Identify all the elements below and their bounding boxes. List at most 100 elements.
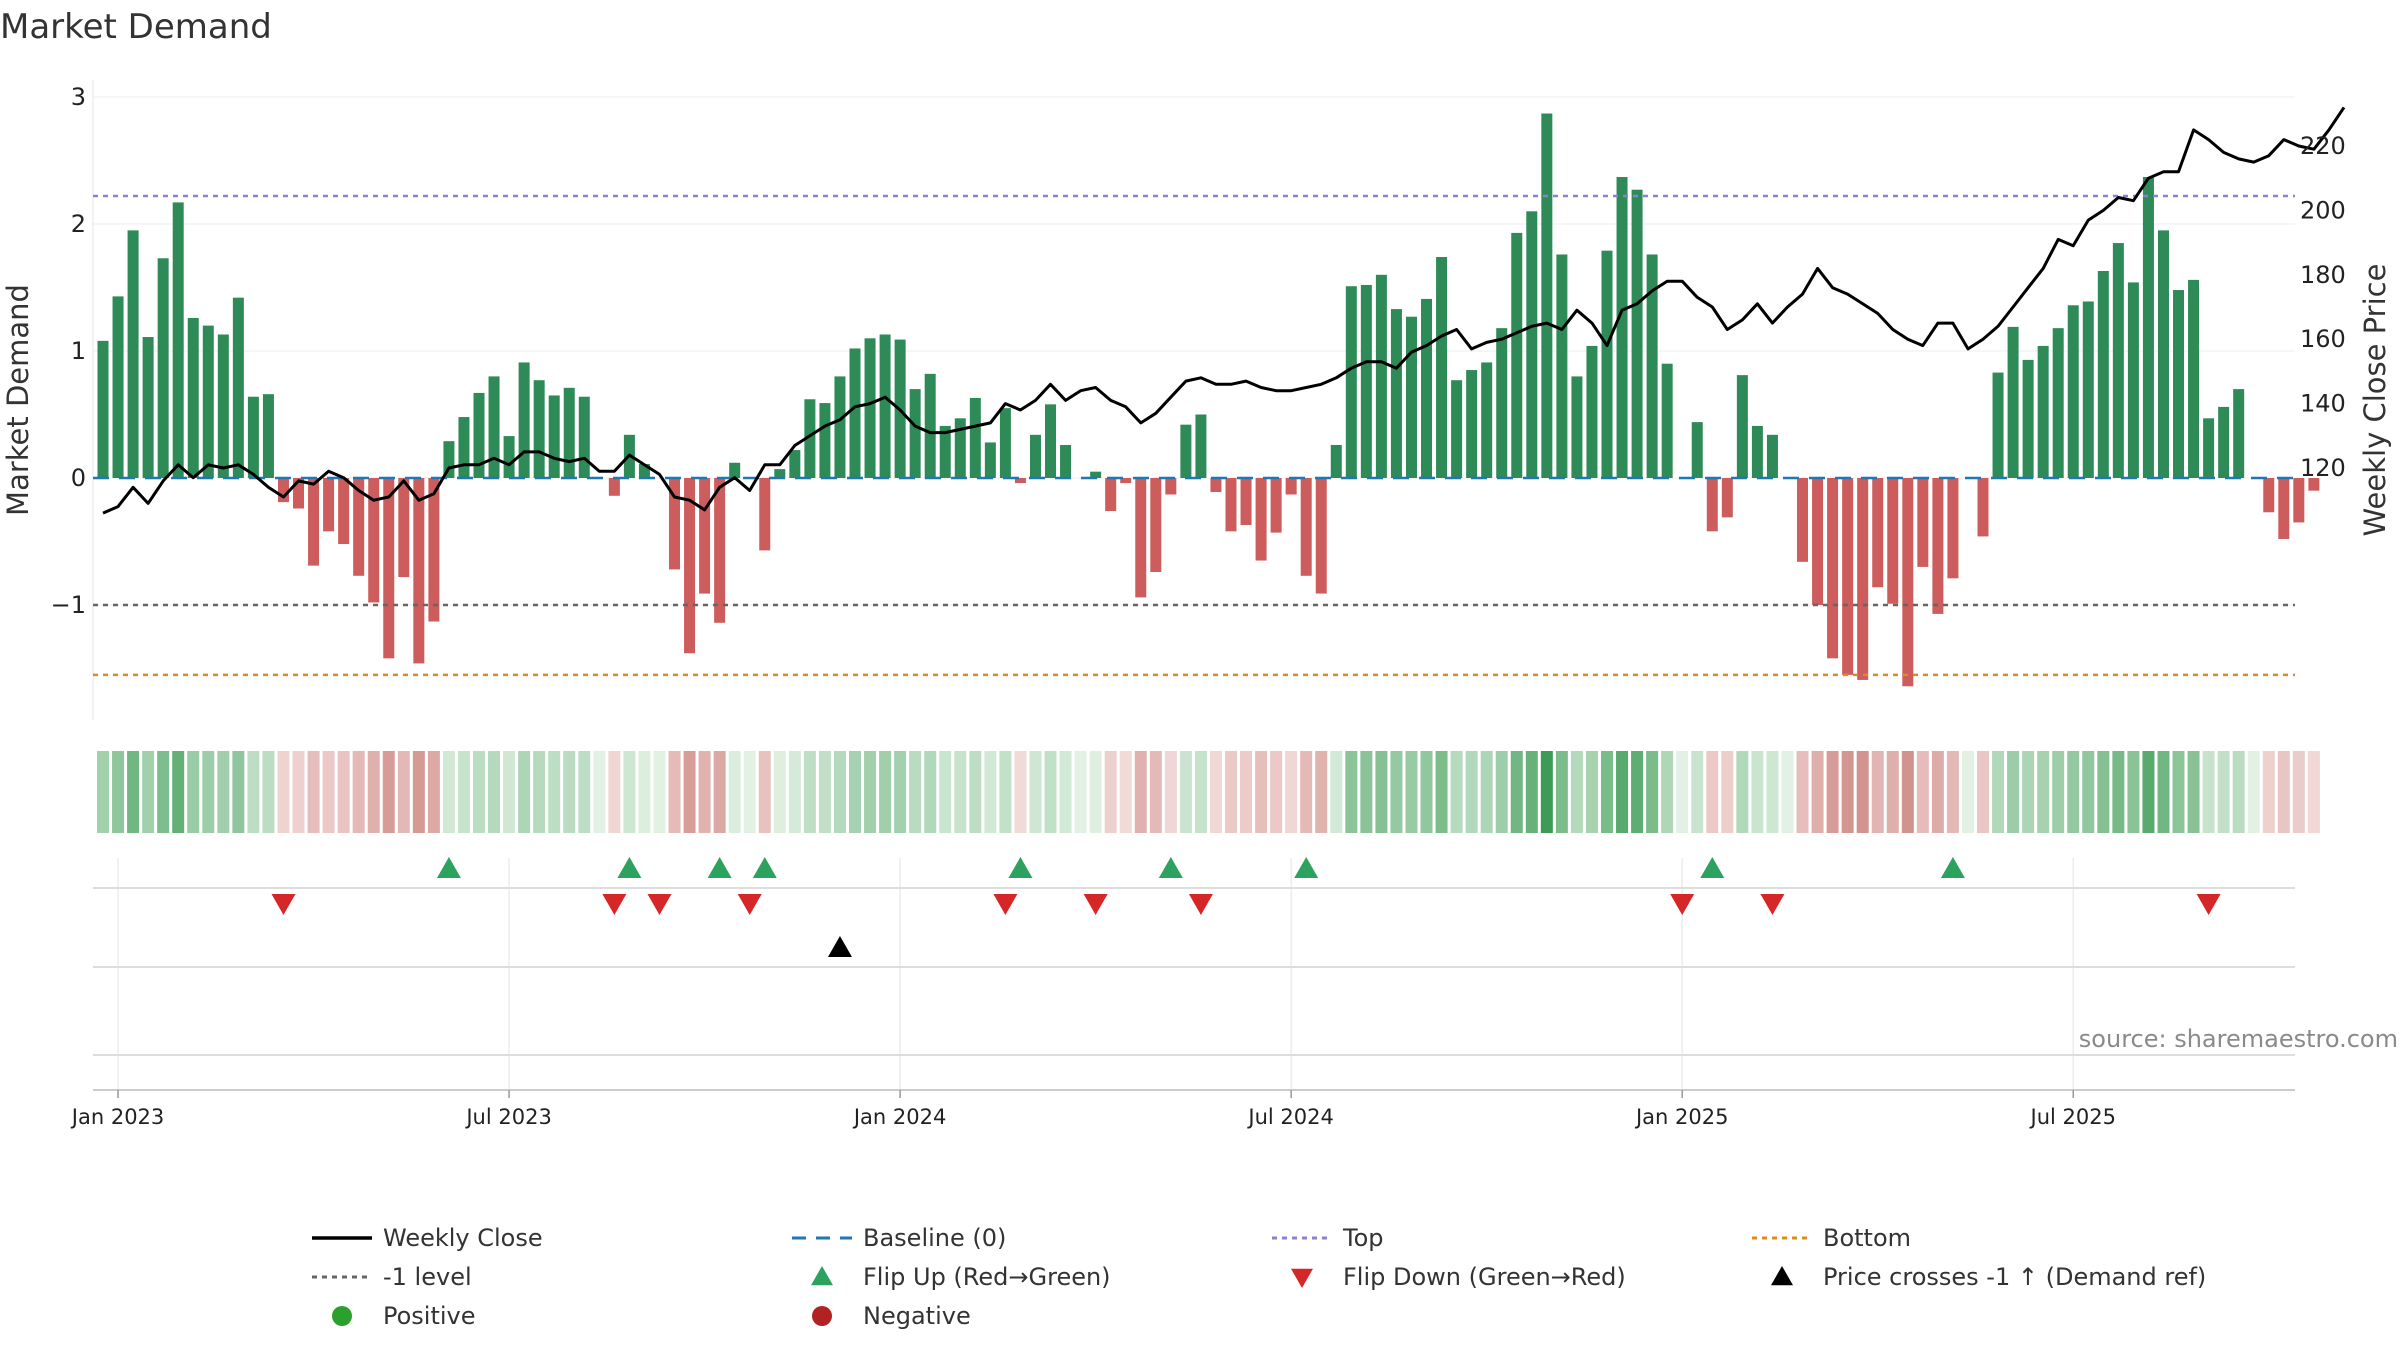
heat-cell bbox=[1164, 751, 1177, 833]
demand-bar bbox=[1646, 254, 1658, 478]
demand-bar bbox=[804, 399, 816, 478]
demand-bar bbox=[939, 425, 951, 478]
heat-cell bbox=[713, 751, 726, 833]
demand-bar bbox=[969, 397, 981, 478]
demand-bar bbox=[1631, 189, 1643, 478]
heat-cell bbox=[1841, 751, 1854, 833]
y-tick-label: 0 bbox=[71, 464, 86, 492]
heat-cell bbox=[1225, 751, 1237, 833]
legend-label: Flip Up (Red→Green) bbox=[863, 1263, 1111, 1291]
heat-cell bbox=[1706, 751, 1719, 833]
heat-cell bbox=[1781, 751, 1794, 833]
source-note: source: sharemaestro.com bbox=[2079, 1025, 2398, 1053]
demand-bar bbox=[1436, 257, 1448, 478]
heat-cell bbox=[1646, 751, 1659, 833]
heat-cell bbox=[1089, 751, 1102, 833]
demand-bar bbox=[849, 348, 861, 478]
heat-cell bbox=[1601, 751, 1613, 833]
heat-cell bbox=[924, 751, 937, 833]
demand-bar bbox=[2173, 290, 2185, 478]
heat-cell bbox=[1676, 751, 1689, 833]
y2-tick-label: 140 bbox=[2300, 390, 2346, 418]
flip-up-marker bbox=[1008, 857, 1033, 878]
heat-cell bbox=[698, 751, 711, 833]
heat-cell bbox=[1149, 751, 1162, 833]
heat-cell bbox=[758, 751, 771, 833]
heat-cell bbox=[427, 751, 440, 833]
y-tick-label: 3 bbox=[71, 83, 86, 111]
demand-bar bbox=[1586, 345, 1598, 478]
demand-bar bbox=[1616, 177, 1628, 478]
demand-bar bbox=[1992, 372, 2004, 478]
heat-cell bbox=[1420, 751, 1433, 833]
demand-bar bbox=[2127, 282, 2139, 478]
heat-cell bbox=[1826, 751, 1839, 833]
demand-bar bbox=[1135, 478, 1147, 598]
heat-cell bbox=[593, 751, 606, 833]
heat-cell bbox=[1691, 751, 1704, 833]
flip-down-marker bbox=[271, 894, 296, 915]
demand-bar bbox=[1842, 478, 1854, 675]
demand-bar bbox=[533, 380, 545, 478]
heat-cell bbox=[1134, 751, 1147, 833]
heat-cell bbox=[668, 751, 681, 833]
demand-bar bbox=[308, 478, 320, 566]
demand-bar bbox=[1315, 478, 1327, 594]
demand-bar bbox=[1421, 298, 1433, 478]
heat-cell bbox=[1270, 751, 1283, 833]
heat-cell bbox=[1736, 751, 1749, 833]
heat-cell bbox=[307, 751, 320, 833]
heat-cell bbox=[172, 751, 185, 833]
heat-cell bbox=[1465, 751, 1478, 833]
heat-cell bbox=[2217, 751, 2230, 833]
demand-bar bbox=[187, 317, 199, 478]
heat-cell bbox=[909, 751, 922, 833]
heat-cell bbox=[1495, 751, 1508, 833]
demand-bar bbox=[548, 395, 560, 478]
demand-bar bbox=[1165, 478, 1177, 495]
heat-cell bbox=[1315, 751, 1328, 833]
heat-cell bbox=[2232, 751, 2245, 833]
heat-cell bbox=[1977, 751, 1989, 833]
demand-bar bbox=[1977, 478, 1989, 537]
x-tick-label: Jul 2023 bbox=[464, 1105, 551, 1129]
demand-bar bbox=[1736, 375, 1748, 478]
heat-cell bbox=[157, 751, 170, 833]
demand-bar bbox=[2293, 478, 2305, 523]
demand-bar bbox=[1180, 424, 1192, 478]
heat-cell bbox=[1766, 751, 1779, 833]
heat-cell bbox=[142, 751, 155, 833]
legend-swatch bbox=[1291, 1268, 1313, 1288]
heat-cell bbox=[969, 751, 982, 833]
heat-cell bbox=[623, 751, 636, 833]
heat-cell bbox=[1405, 751, 1418, 833]
demand-bar bbox=[383, 478, 395, 659]
x-tick-label: Jan 2025 bbox=[1634, 1105, 1729, 1129]
demand-bar bbox=[503, 436, 515, 478]
flip-down-marker bbox=[993, 894, 1018, 915]
demand-bar bbox=[1285, 478, 1297, 495]
heat-cell bbox=[1585, 751, 1598, 833]
heat-cell bbox=[999, 751, 1012, 833]
x-tick-label: Jul 2025 bbox=[2029, 1105, 2116, 1129]
heat-cell bbox=[382, 751, 395, 833]
demand-bar bbox=[1210, 478, 1222, 492]
flip-up-marker bbox=[436, 857, 461, 878]
legend: Weekly Close Baseline (0) Top Bottom -1 leve… bbox=[312, 1224, 2206, 1330]
demand-bar bbox=[1917, 478, 1929, 567]
demand-bar bbox=[1255, 478, 1267, 561]
heat-cell bbox=[2082, 751, 2095, 833]
heat-cell bbox=[2277, 751, 2290, 833]
axis-layer: 3 2 1 0 −1 220 200 180 160 140 120 Jan 2023 Jul 2023… bbox=[51, 83, 2346, 1129]
demand-bar bbox=[293, 478, 305, 509]
heat-cell bbox=[202, 751, 215, 833]
demand-bar bbox=[2263, 478, 2275, 513]
heat-cell bbox=[1300, 751, 1313, 833]
x-tick-label: Jan 2024 bbox=[852, 1105, 947, 1129]
heat-cell bbox=[2172, 751, 2185, 833]
demand-bar bbox=[1014, 478, 1026, 484]
heat-cell bbox=[1360, 751, 1373, 833]
flip-up-marker bbox=[1700, 857, 1725, 878]
heat-cell bbox=[818, 751, 831, 833]
heat-cell bbox=[1751, 751, 1764, 833]
